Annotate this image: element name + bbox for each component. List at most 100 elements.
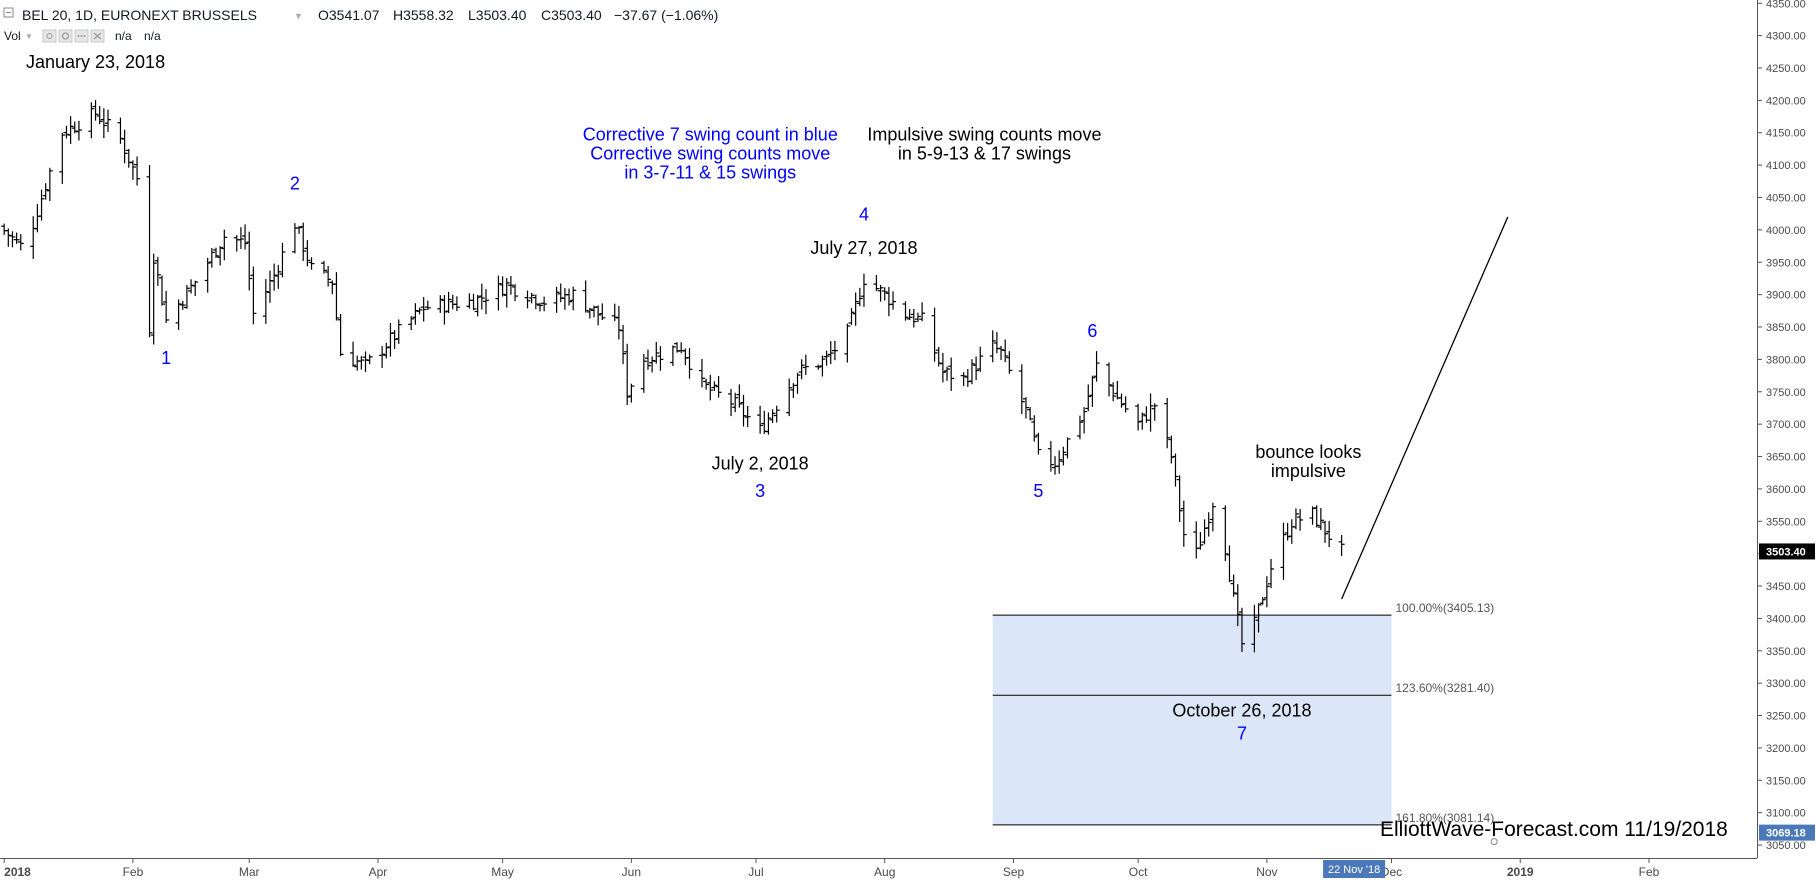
symbol-title[interactable]: BEL 20, 1D, EURONEXT BRUSSELS [22, 7, 257, 23]
ohlc-bar [1076, 415, 1083, 440]
ohlc-bar [1172, 453, 1179, 487]
ohlc-bar [1006, 351, 1013, 374]
ohlc-bar [1060, 446, 1067, 466]
fibonacci-level-label: 100.00%(3405.13) [1395, 601, 1494, 615]
ohlc-bar [798, 359, 805, 380]
ohlc-bar [262, 279, 269, 324]
time-axis-tick-label: May [491, 865, 514, 879]
ohlc-bar [794, 372, 801, 394]
chevron-down-icon[interactable]: ▼ [25, 32, 33, 41]
price-axis-tick-label: 3600.00 [1766, 484, 1806, 496]
price-axis-tick-label: 3950.00 [1766, 257, 1806, 269]
ohlc-bar [570, 286, 577, 311]
ohlc-bar [1106, 362, 1113, 397]
ohlc-bar [611, 303, 618, 322]
time-axis-tick-label: Dec [1381, 865, 1402, 879]
ohlc-bar [1, 223, 8, 235]
ohlc-bar [885, 286, 892, 317]
ohlc-bar [379, 346, 386, 368]
collapse-icon[interactable] [3, 7, 14, 18]
fibonacci-level-label: 123.60%(3281.40) [1395, 681, 1494, 695]
price-axis-tick-label: 4100.00 [1766, 160, 1806, 172]
price-axis-tick-label: 4150.00 [1766, 128, 1806, 140]
ohlc-bar [919, 302, 926, 322]
price-axis-tick-label: 4250.00 [1766, 63, 1806, 75]
ohlc-bar [856, 287, 863, 307]
ohlc-bar [1022, 397, 1029, 419]
ohlc-bar [769, 409, 776, 423]
ohlc-bar [1234, 584, 1241, 627]
ohlc-bar [146, 165, 153, 338]
ohlc-bar [453, 296, 460, 312]
ohlc-bar [1151, 403, 1158, 421]
ohlc-bar [13, 232, 20, 244]
ohlc-bar [553, 286, 560, 313]
ohlc-bar [217, 246, 224, 266]
ohlc-bar [682, 348, 689, 366]
ohlc-bar [1201, 519, 1208, 545]
ohlc-low: L3503.40 [468, 7, 527, 23]
more-icon[interactable] [74, 29, 89, 43]
ohlc-bar [1197, 532, 1204, 550]
price-axis-tick-label: 4300.00 [1766, 31, 1806, 43]
ohlc-bar [586, 307, 593, 319]
ohlc-bar [366, 354, 373, 365]
ohlc-bar [266, 270, 273, 303]
time-axis-tick-label: Apr [369, 865, 388, 879]
ohlc-bar [212, 247, 219, 258]
ohlc-bar [129, 160, 136, 180]
ohlc-bar [1122, 396, 1129, 413]
ohlc-bar [325, 266, 332, 287]
time-axis-tick-label: Sep [1003, 865, 1025, 879]
ohlc-bar [1292, 508, 1299, 530]
ohlc-bar [1064, 437, 1071, 459]
ohlc-bar [362, 351, 369, 373]
ohlc-bar [154, 256, 161, 286]
swing-count-label: 5 [1033, 481, 1043, 501]
swing-count-label: 6 [1087, 321, 1097, 341]
ohlc-bar [1085, 384, 1092, 412]
ohlc-bar [412, 303, 419, 325]
ohlc-bar [100, 108, 107, 139]
ohlc-bar [678, 342, 685, 354]
swing-count-label: 1 [161, 348, 171, 368]
ohlc-bar [644, 349, 651, 370]
ohlc-bar [46, 167, 53, 202]
ohlc-bar [300, 222, 307, 261]
chevron-down-icon[interactable]: ▼ [294, 11, 303, 21]
ohlc-open: O3541.07 [318, 7, 380, 23]
ohlc-bar [38, 189, 45, 221]
ohlc-bar [1326, 520, 1333, 548]
annotation-note-line: Corrective swing counts move [590, 144, 830, 164]
settings-icon[interactable] [58, 29, 73, 43]
ohlc-bar [441, 295, 448, 325]
ohlc-bar [1230, 574, 1237, 597]
ohlc-bar [964, 369, 971, 387]
date-annotation: July 27, 2018 [810, 238, 917, 258]
annotation-note-line: in 5-9-13 & 17 swings [898, 144, 1071, 164]
volume-label[interactable]: Vol [4, 29, 21, 43]
ohlc-bar [59, 132, 66, 184]
eye-icon[interactable] [42, 29, 57, 43]
price-axis-tick-label: 4000.00 [1766, 225, 1806, 237]
ohlc-bar [445, 291, 452, 314]
ohlc-bar [532, 294, 539, 310]
ohlc-bar [183, 285, 190, 309]
ohlc-bar [150, 253, 157, 345]
ohlc-bar [1193, 521, 1200, 559]
ohlc-bar [507, 275, 514, 295]
ohlc-bar [1205, 512, 1212, 537]
ohlc-bar [250, 266, 257, 325]
ohlc-bar [831, 340, 838, 361]
ohlc-bar [1031, 415, 1038, 442]
ohlc-bar [192, 280, 199, 296]
close-icon[interactable] [90, 29, 105, 43]
ohlc-bar [1118, 393, 1125, 408]
ohlc-bar [948, 357, 955, 391]
ohlc-bar [158, 275, 165, 306]
ohlc-bar [944, 366, 951, 381]
ohlc-bar [815, 364, 822, 370]
projection-trend-line[interactable] [1341, 216, 1509, 600]
